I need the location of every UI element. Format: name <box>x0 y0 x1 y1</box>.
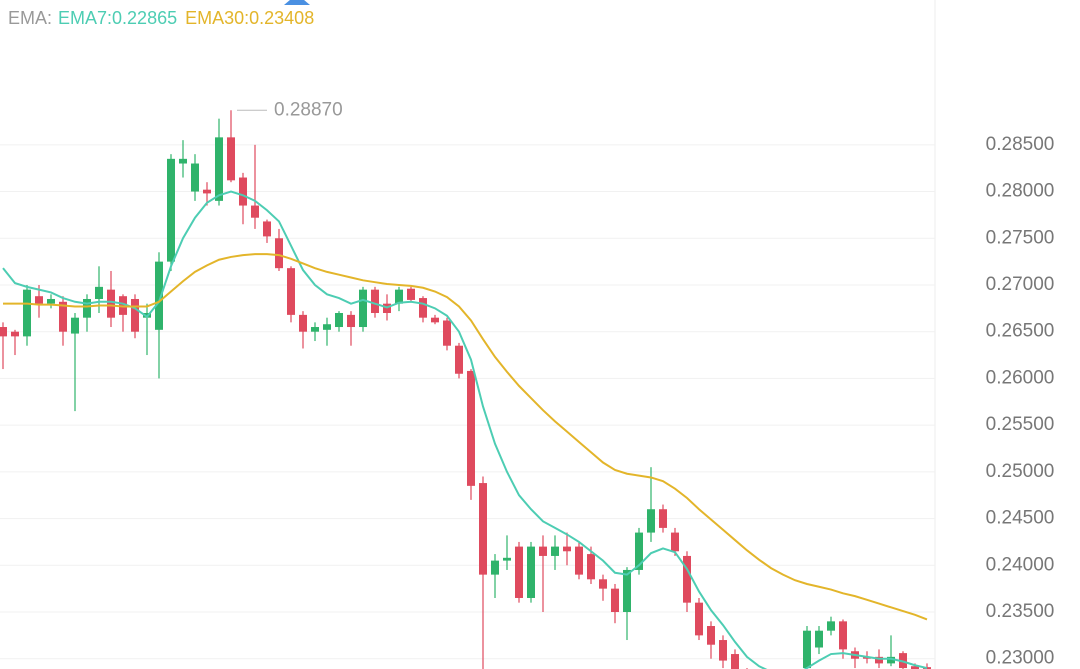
candle-body <box>407 288 415 300</box>
candle-body <box>659 509 667 528</box>
candle-body <box>515 546 523 598</box>
max-label: 0.28870 <box>274 99 343 120</box>
candle-body <box>323 324 331 330</box>
ema-line <box>2 190 928 669</box>
y-tick-label: 0.23000 <box>986 648 1055 669</box>
candle-body <box>23 289 31 337</box>
candle-body <box>923 667 931 669</box>
candle-body <box>467 370 475 486</box>
candle-body <box>695 602 703 636</box>
candle-body <box>95 286 103 299</box>
candle-body <box>11 331 19 337</box>
candle-body <box>275 238 283 269</box>
candle-body <box>623 569 631 613</box>
candle-body <box>647 509 655 533</box>
legend-ema7: EMA7:0.22865 <box>58 8 177 28</box>
candle-body <box>707 626 715 645</box>
legend-ema30: EMA30:0.23408 <box>185 8 314 28</box>
y-tick-label: 0.28500 <box>986 134 1055 155</box>
candle-body <box>0 327 7 337</box>
y-tick-label: 0.26000 <box>986 367 1055 388</box>
candle-body <box>563 546 571 552</box>
candle-body <box>587 554 595 580</box>
candle-body <box>503 557 511 561</box>
candle-body <box>263 221 271 237</box>
indicator-tab <box>284 0 310 5</box>
y-tick-label: 0.25500 <box>986 414 1055 435</box>
ema-line <box>3 253 928 621</box>
y-tick-label: 0.28000 <box>986 181 1055 202</box>
candle-body <box>419 298 427 318</box>
candle-body <box>203 189 211 194</box>
candle-body <box>71 317 79 334</box>
candle-body <box>671 532 679 552</box>
candle-body <box>887 656 895 664</box>
candle-body <box>359 289 367 328</box>
y-tick-label: 0.24500 <box>986 508 1055 529</box>
candle-body <box>299 314 307 332</box>
candle-body <box>527 546 535 598</box>
candle-body <box>371 289 379 314</box>
candle-body <box>179 158 187 164</box>
y-tick-label: 0.27000 <box>986 274 1055 295</box>
legend-prefix: EMA: <box>8 8 52 28</box>
candle-body <box>47 298 55 304</box>
candle-body <box>227 137 235 181</box>
candle-body <box>635 532 643 570</box>
candle-body <box>911 666 919 669</box>
candle-body <box>155 261 163 330</box>
y-tick-label: 0.27500 <box>986 227 1055 248</box>
candle-body <box>611 588 619 613</box>
candle-body <box>107 289 115 318</box>
candle-body <box>311 327 319 332</box>
legend: EMA: EMA7:0.22865 EMA30:0.23408 <box>8 8 314 28</box>
y-tick-label: 0.23500 <box>986 601 1055 622</box>
candle-body <box>539 546 547 556</box>
candle-body <box>251 205 259 218</box>
candle-body <box>443 320 451 346</box>
candle-body <box>83 298 91 318</box>
candle-body <box>719 640 727 661</box>
candle-body <box>839 621 847 650</box>
candle-body <box>599 579 607 589</box>
candle-body <box>167 158 175 262</box>
candle-body <box>731 654 739 669</box>
candle-body <box>239 177 247 206</box>
candle-body <box>575 546 583 575</box>
candle-body <box>59 301 67 332</box>
candle-body <box>347 314 355 328</box>
y-tick-label: 0.26500 <box>986 321 1055 342</box>
candle-body <box>191 163 199 192</box>
y-tick-label: 0.24000 <box>986 554 1055 575</box>
candle-body <box>683 555 691 603</box>
candle-body <box>131 298 139 332</box>
candle-body <box>395 289 403 304</box>
candle-body <box>803 630 811 669</box>
candle-body <box>35 296 43 304</box>
candle-body <box>431 317 439 323</box>
candle-body <box>815 630 823 648</box>
candle-body <box>335 313 343 328</box>
candle-body <box>455 345 463 374</box>
y-tick-label: 0.25000 <box>986 461 1055 482</box>
plot-area <box>0 110 935 669</box>
candle-body <box>479 483 487 575</box>
candle-body <box>827 621 835 631</box>
candle-body <box>287 268 295 315</box>
candle-body <box>551 546 559 556</box>
candle-body <box>875 656 883 664</box>
candle-body <box>491 560 499 575</box>
candle-body <box>215 137 223 201</box>
